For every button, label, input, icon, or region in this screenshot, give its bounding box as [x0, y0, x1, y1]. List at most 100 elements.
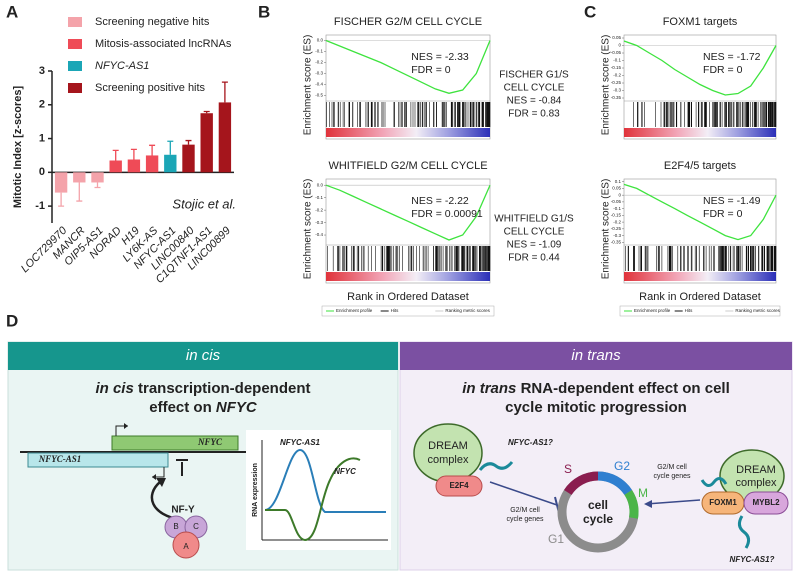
- genes: G2/M cell: [657, 464, 687, 471]
- hits: [327, 246, 491, 271]
- y-tick-label: -0.25: [611, 226, 622, 231]
- ranking-bar: [624, 272, 776, 281]
- y-tick-label: -0.1: [315, 195, 323, 200]
- cis-box: in cis in cis transcription-dependent ef…: [7, 341, 399, 571]
- legend-label: Enrichment profile: [634, 308, 671, 313]
- cis-title: in cis transcription-dependent: [95, 380, 310, 397]
- legend-label: Ranking metric scores: [445, 308, 490, 313]
- y-tick-label: -0.25: [611, 80, 622, 85]
- bar: [182, 144, 195, 173]
- gene-label: NFYC-AS1: [38, 454, 82, 464]
- y-tick-label: 0: [618, 43, 621, 48]
- subunit: B: [173, 522, 178, 531]
- error-bar: [76, 182, 83, 202]
- bar: [91, 172, 104, 183]
- y-tick-label: -0.2: [315, 207, 323, 212]
- side-stat: NES = -1.09: [507, 240, 562, 251]
- bar: [218, 102, 232, 173]
- curve-label: NFYC: [334, 467, 356, 476]
- es-curve: [623, 183, 777, 241]
- y-tick-label: 1: [39, 132, 45, 144]
- gsea-title: WHITFIELD G2/M CELL CYCLE: [328, 160, 487, 172]
- y-tick-label: -1: [35, 200, 45, 212]
- cis-header: in cis: [186, 347, 221, 364]
- legend-swatch: [68, 61, 82, 71]
- gsea-stat: FDR = 0: [703, 64, 743, 76]
- gsea-stat: FDR = 0.00091: [411, 208, 483, 220]
- side-stat: CELL CYCLE: [504, 83, 565, 94]
- legend-label: Ranking metric scores: [735, 308, 780, 313]
- nfy-label: NF-Y: [171, 505, 195, 516]
- cycle: cycle: [583, 512, 613, 526]
- e2f4: E2F4: [449, 481, 469, 490]
- annotation: Stojic et al.: [172, 196, 236, 211]
- es-curve: [623, 40, 777, 96]
- legend-swatch: [68, 83, 82, 93]
- y-tick-label: 0.1: [615, 179, 622, 184]
- y-axis-label: Mitotic Index [z-scores]: [12, 86, 24, 209]
- t: in cis: [95, 380, 133, 397]
- mybl2: MYBL2: [752, 498, 780, 507]
- question: NFYC-AS1?: [730, 555, 775, 564]
- y-tick-label: -0.05: [611, 199, 622, 204]
- legend-box: [619, 305, 781, 317]
- dream: complex: [736, 477, 777, 489]
- genes: cycle genes: [507, 516, 544, 523]
- y-tick-label: -0.3: [613, 88, 621, 93]
- gsea-ylabel: Enrichment score (ES): [601, 179, 612, 280]
- gsea-title: E2F4/5 targets: [664, 160, 737, 172]
- y-tick-label: -0.5: [315, 93, 323, 98]
- ranking-bar: [326, 272, 490, 281]
- trans-title: cycle mitotic progression: [505, 399, 687, 416]
- cis-title: effect on NFYC: [149, 399, 258, 416]
- legend-label: NFYC-AS1: [95, 60, 149, 72]
- legend-box: [321, 305, 495, 317]
- genes: cycle genes: [654, 473, 691, 480]
- bar: [200, 113, 213, 173]
- side-stat: FISCHER G1/S: [499, 70, 569, 81]
- phase: G2: [614, 459, 630, 473]
- legend-swatch: [68, 17, 82, 27]
- y-tick-label: -0.1: [613, 58, 621, 63]
- ranking-bar: [624, 128, 776, 137]
- y-tick-label: -0.4: [315, 82, 323, 87]
- bar: [109, 160, 122, 173]
- t: in trans: [462, 380, 516, 397]
- gsea-title: FISCHER G2/M CELL CYCLE: [334, 16, 482, 28]
- t: transcription-dependent: [134, 380, 311, 397]
- error-bar: [203, 110, 210, 114]
- es-curve: [325, 39, 491, 94]
- legend-swatch: [68, 39, 82, 49]
- dream: DREAM: [428, 440, 468, 452]
- side-stat: FDR = 0.83: [508, 109, 560, 120]
- panel-label: C: [584, 2, 596, 21]
- legend-label: Mitosis-associated lncRNAs: [95, 38, 232, 50]
- error-bar: [130, 148, 137, 160]
- legend-label: Hits: [391, 308, 399, 313]
- gsea-ylabel: Enrichment score (ES): [303, 35, 314, 136]
- question: NFYC-AS1?: [508, 438, 553, 447]
- panel-label: D: [6, 311, 18, 330]
- legend-label: Screening positive hits: [95, 82, 206, 94]
- ranking-bar: [326, 128, 490, 137]
- error-bar: [167, 140, 174, 155]
- dream: complex: [428, 454, 469, 466]
- error-bar: [185, 139, 192, 145]
- bar: [145, 155, 159, 173]
- hits: [326, 102, 491, 127]
- y-tick-label: -0.2: [613, 219, 621, 224]
- side-stat: NES = -0.84: [507, 96, 562, 107]
- subunit: A: [183, 542, 189, 551]
- dream: DREAM: [736, 464, 776, 476]
- genes: G2/M cell: [510, 507, 540, 514]
- gsea-stat: FDR = 0: [703, 208, 743, 220]
- cycle: cell: [588, 498, 608, 512]
- error-bar: [149, 144, 156, 156]
- y-tick-label: -0.15: [611, 213, 622, 218]
- t: NFYC: [216, 399, 258, 416]
- gsea-xlabel: Rank in Ordered Dataset: [347, 291, 469, 303]
- plot-ylabel: RNA expression: [252, 463, 259, 517]
- bar: [164, 154, 177, 173]
- side-stat: FDR = 0.44: [508, 253, 560, 264]
